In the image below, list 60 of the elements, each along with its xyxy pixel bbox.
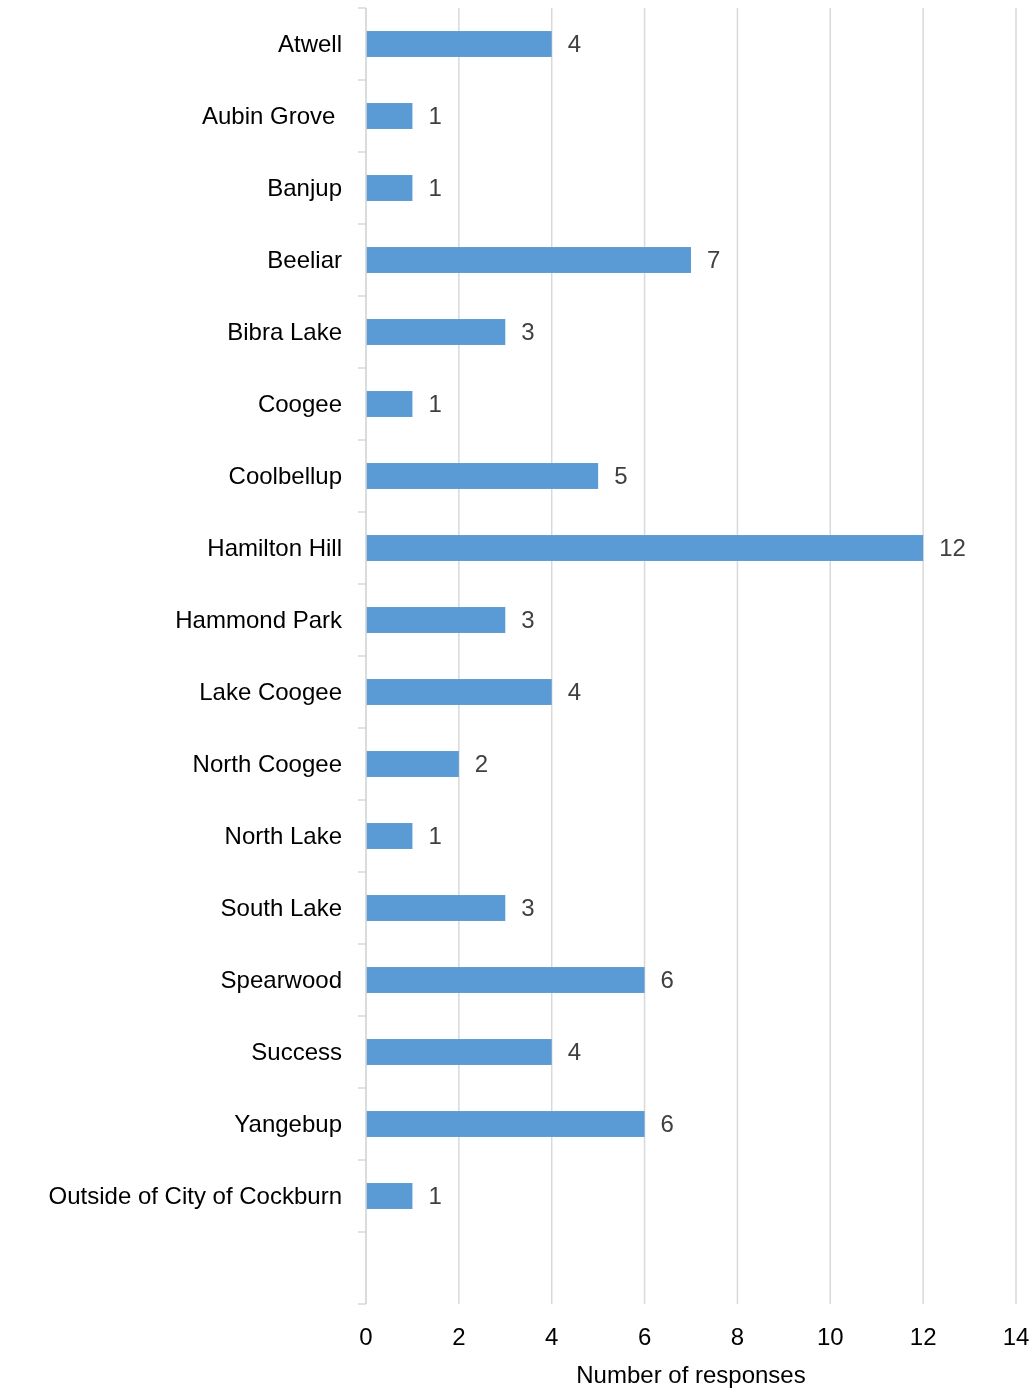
y-tick-label: Success xyxy=(251,1038,342,1066)
bar xyxy=(366,679,552,705)
data-label: 7 xyxy=(707,246,721,274)
bar xyxy=(366,319,506,345)
bar xyxy=(366,175,413,201)
data-label: 4 xyxy=(567,678,582,706)
bar xyxy=(366,751,459,777)
bar xyxy=(366,823,413,849)
bar xyxy=(366,967,645,993)
y-tick-label: Beeliar xyxy=(267,246,342,274)
data-label: 5 xyxy=(614,462,628,490)
y-tick-label: Banjup xyxy=(267,174,342,202)
bar xyxy=(366,1039,552,1065)
y-tick-label: Coolbellup xyxy=(228,462,342,490)
bar xyxy=(366,1111,645,1137)
data-label: 1 xyxy=(428,102,442,130)
data-label: 12 xyxy=(939,534,966,562)
data-label: 4 xyxy=(567,30,582,58)
y-tick-label: Coogee xyxy=(257,390,342,418)
data-label: 3 xyxy=(521,606,535,634)
y-tick-label: South Lake xyxy=(220,894,342,922)
bar xyxy=(366,607,506,633)
x-tick-label: 2 xyxy=(452,1323,466,1350)
data-label: 2 xyxy=(474,750,489,778)
bar xyxy=(366,1183,413,1209)
bar xyxy=(366,247,691,273)
x-tick-label: 14 xyxy=(1002,1323,1030,1350)
bar xyxy=(366,391,413,417)
x-tick-label: 12 xyxy=(909,1323,937,1350)
bar xyxy=(366,103,413,129)
bar xyxy=(366,463,599,489)
x-axis-title: Number of responses xyxy=(576,1361,806,1388)
data-label: 1 xyxy=(428,822,442,850)
data-label: 1 xyxy=(428,1182,442,1210)
y-tick-label: Hammond Park xyxy=(175,606,343,634)
x-tick-label: 10 xyxy=(816,1323,844,1350)
bar xyxy=(366,895,506,921)
y-tick-label: Spearwood xyxy=(220,966,342,994)
y-tick-label: North Coogee xyxy=(192,750,342,778)
y-tick-label: Yangebup xyxy=(234,1110,342,1138)
x-tick-label: 6 xyxy=(637,1323,652,1350)
x-tick-label: 8 xyxy=(730,1323,745,1350)
bar xyxy=(366,31,552,57)
data-label: 3 xyxy=(521,894,535,922)
data-label: 6 xyxy=(660,966,674,994)
y-tick-label: Outside of City of Cockburn xyxy=(48,1182,342,1210)
data-label: 3 xyxy=(521,318,535,346)
data-label: 1 xyxy=(428,390,442,418)
data-label: 1 xyxy=(428,174,442,202)
y-tick-label: North Lake xyxy=(224,822,342,850)
bar xyxy=(366,535,924,561)
data-label: 4 xyxy=(567,1038,582,1066)
x-tick-label: 0 xyxy=(359,1323,373,1350)
y-tick-label: Lake Coogee xyxy=(199,678,342,706)
y-tick-label: Hamilton Hill xyxy=(207,534,342,562)
y-tick-label: Aubin Grove xyxy=(201,102,342,130)
y-tick-label: Bibra Lake xyxy=(227,318,342,346)
y-tick-label: Atwell xyxy=(277,30,342,58)
x-tick-label: 4 xyxy=(545,1323,559,1350)
data-label: 6 xyxy=(660,1110,674,1138)
